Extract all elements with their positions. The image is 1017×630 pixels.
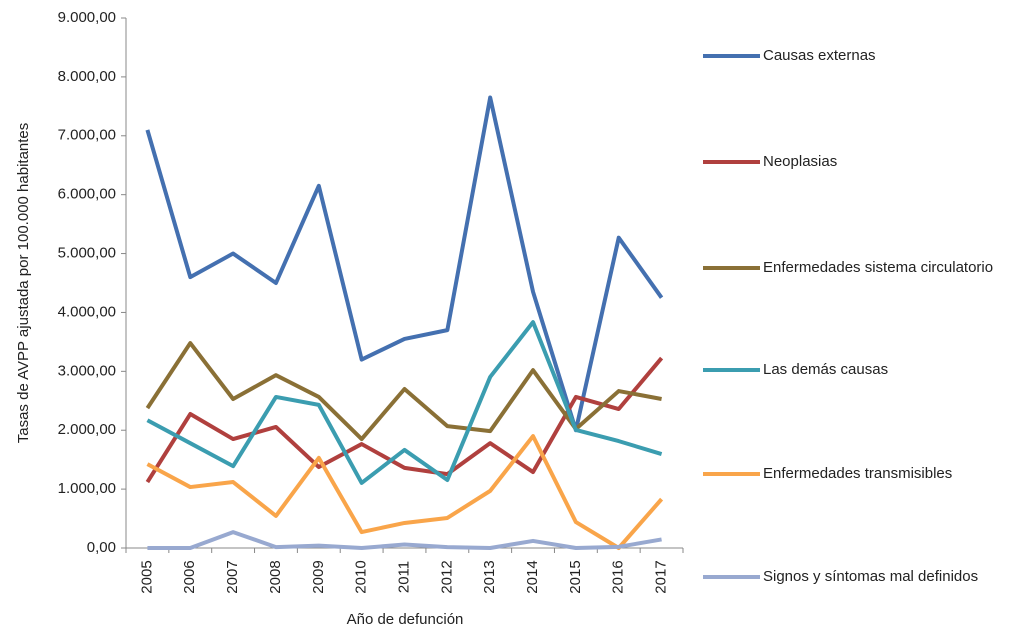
y-tick-label: 6.000,00: [58, 186, 116, 203]
x-tick-label: 2010: [353, 560, 370, 593]
y-tick-label: 8.000,00: [58, 68, 116, 85]
legend-label: Neoplasias: [763, 153, 838, 170]
y-tick-label: 7.000,00: [58, 127, 116, 144]
x-tick-label: 2017: [653, 560, 670, 593]
legend-label: Signos y síntomas mal definidos: [763, 568, 979, 585]
legend-label: Las demás causas: [763, 361, 889, 378]
x-tick-label: 2005: [138, 560, 155, 593]
series-line: [145, 95, 664, 433]
legend-label: Causas externas: [763, 47, 876, 64]
y-tick-label: 5.000,00: [58, 245, 116, 262]
y-tick-label: 3.000,00: [58, 362, 116, 379]
x-tick-label: 2006: [181, 560, 198, 593]
x-tick-label: 2007: [224, 560, 241, 593]
series-line: [147, 530, 662, 550]
series-line: [145, 356, 664, 484]
x-tick-label: 2008: [267, 560, 284, 593]
y-tick-label: 0,00: [87, 539, 116, 556]
x-tick-label: 2016: [610, 560, 627, 593]
y-tick-label: 2.000,00: [58, 421, 116, 438]
x-tick-label: 2011: [395, 561, 412, 593]
y-tick-label: 9.000,00: [58, 9, 116, 26]
y-tick-label: 4.000,00: [58, 303, 116, 320]
x-tick-label: 2015: [567, 560, 584, 593]
x-axis-label: Año de defunción: [347, 611, 464, 628]
legend-label: Enfermedades sistema circulatorio: [763, 259, 994, 276]
x-tick-label: 2014: [524, 560, 541, 593]
y-tick-label: 1.000,00: [58, 480, 116, 497]
y-axis-label: Tasas de AVPP ajustada por 100.000 habit…: [15, 123, 32, 444]
series-line: [146, 434, 664, 550]
x-tick-label: 2012: [438, 560, 455, 593]
x-tick-label: 2013: [481, 560, 498, 593]
x-tick-label: 2009: [310, 560, 327, 593]
series-line: [146, 320, 663, 485]
legend-label: Enfermedades transmisibles: [763, 465, 953, 482]
